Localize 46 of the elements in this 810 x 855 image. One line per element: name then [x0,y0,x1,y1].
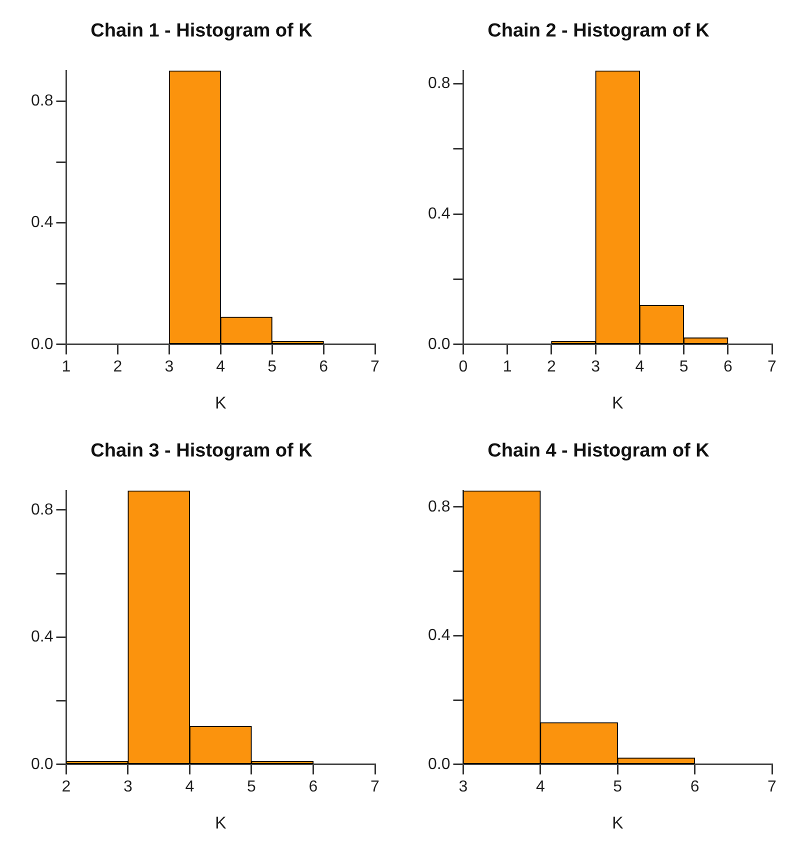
y-tick-label: 0.4 [30,214,54,232]
y-tick-label: 0.8 [30,92,54,110]
x-tick-label: 4 [536,778,545,796]
x-tick-label: 7 [370,778,380,796]
y-tick-label: 0.4 [428,627,450,644]
x-axis-title: K [214,813,227,832]
x-tick-label: 6 [319,358,328,376]
x-tick-label: 4 [185,778,194,796]
y-tick-label: 0.8 [428,498,450,516]
x-tick-label: 5 [247,778,256,796]
chart-title: Chain 4 - Histogram of K [488,440,710,462]
x-tick-label: 1 [502,358,512,376]
x-tick-label: 6 [723,358,732,376]
y-tick-label: 0.0 [428,756,450,773]
x-tick-label: 4 [635,358,644,376]
x-tick-label: 0 [458,358,468,376]
y-tick-label: 0.0 [428,336,450,353]
x-tick-label: 5 [268,358,277,376]
x-tick-label: 2 [62,778,71,796]
x-tick-label: 7 [768,358,777,376]
y-tick-label: 0.8 [30,501,54,518]
x-tick-label: 3 [458,778,468,796]
x-axis-title: K [612,813,624,832]
x-tick-label: 3 [164,358,174,376]
x-tick-label: 1 [62,358,71,376]
chart-title: Chain 3 - Histogram of K [90,440,313,462]
y-tick-label: 0.4 [30,628,54,646]
x-tick-label: 7 [768,778,777,796]
x-tick-label: 3 [591,358,600,376]
x-tick-label: 3 [124,778,133,796]
chart-title: Chain 2 - Histogram of K [488,20,710,42]
y-tick-label: 0.8 [428,75,450,92]
y-tick-label: 0.0 [30,336,54,353]
x-tick-label: 6 [690,778,700,796]
x-axis-title: K [612,393,624,412]
y-tick-label: 0.4 [428,206,450,223]
x-tick-label: 5 [679,358,688,376]
x-tick-label: 2 [113,358,122,376]
x-tick-label: 5 [613,778,622,796]
x-axis-title: K [214,393,227,412]
x-tick-label: 4 [216,358,226,376]
x-tick-label: 6 [308,778,318,796]
x-tick-label: 2 [547,358,556,376]
x-tick-label: 7 [370,358,380,376]
y-tick-label: 0.0 [30,756,54,773]
chart-title: Chain 1 - Histogram of K [90,20,313,42]
